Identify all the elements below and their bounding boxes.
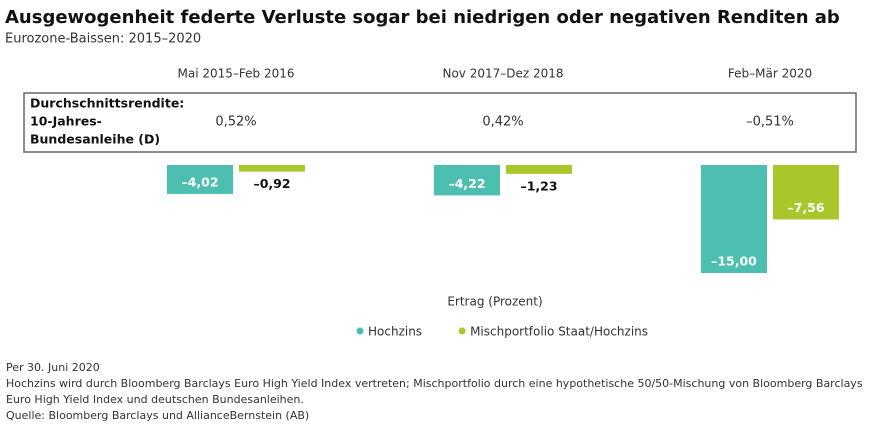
category-label: Nov 2017–Dez 2018	[442, 67, 563, 81]
bar	[434, 165, 500, 196]
legend-label: Hochzins	[368, 325, 422, 339]
bar	[701, 165, 767, 273]
legend-marker	[356, 327, 364, 335]
value-label: –4,02	[181, 174, 218, 189]
yield-label: Durchschnittsrendite:	[30, 96, 184, 111]
x-axis-label: Ertrag (Prozent)	[447, 295, 542, 309]
note: Hochzins wird durch Bloomberg Barclays E…	[6, 377, 863, 406]
yield-box	[23, 92, 857, 153]
bar	[773, 165, 839, 220]
category-label: Feb–Mär 2020	[728, 67, 812, 81]
bar	[239, 165, 305, 172]
value-label: –4,22	[448, 176, 485, 191]
chart-subtitle: Eurozone-Baissen: 2015–2020	[5, 32, 201, 47]
yield-value: –0,51%	[746, 115, 794, 130]
category-label: Mai 2015–Feb 2016	[178, 67, 295, 81]
chart-title: Ausgewogenheit federte Verluste sogar be…	[5, 7, 840, 28]
yield-value: 0,52%	[215, 115, 256, 130]
yield-value: 0,42%	[482, 115, 523, 130]
legend-label: Mischportfolio Staat/Hochzins	[470, 325, 648, 339]
value-label: –15,00	[711, 254, 757, 269]
value-label: –0,92	[253, 176, 290, 191]
notes: Per 30. Juni 2020 Hochzins wird durch Blo…	[6, 360, 876, 424]
chart: Ausgewogenheit federte Verluste sogar be…	[5, 7, 857, 339]
yield-label: 10-Jahres-	[30, 114, 102, 129]
yield-label: Bundesanleihe (D)	[30, 132, 160, 147]
legend-marker	[458, 327, 466, 335]
value-label: –1,23	[520, 178, 557, 193]
value-label: –7,56	[787, 200, 824, 215]
bar	[506, 165, 572, 174]
note: Quelle: Bloomberg Barclays und AllianceB…	[6, 409, 310, 422]
note: Per 30. Juni 2020	[6, 361, 100, 374]
bar	[167, 165, 233, 194]
